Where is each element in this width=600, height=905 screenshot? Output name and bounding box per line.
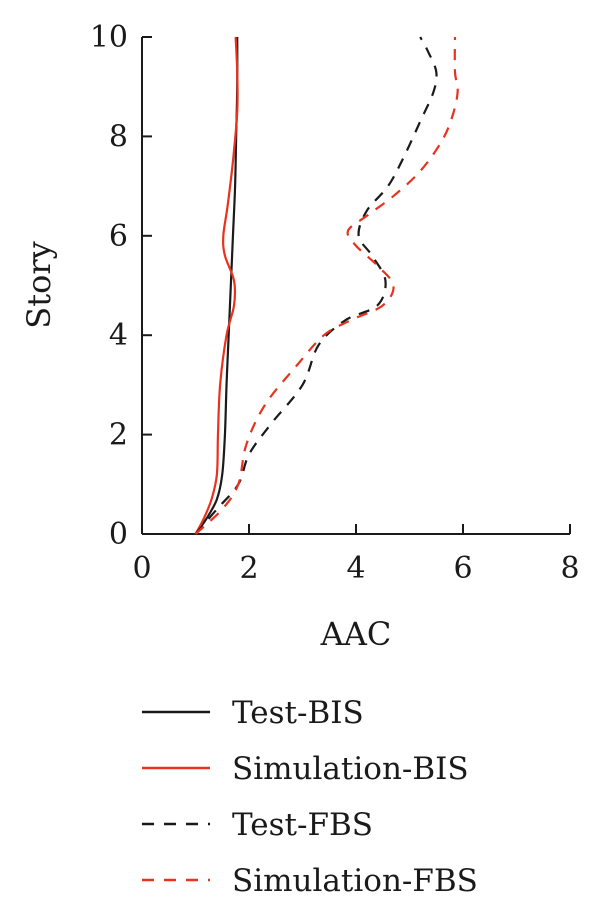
x-tick-label: 8 <box>560 551 579 586</box>
y-axis-label: Story <box>20 241 58 328</box>
y-tick-label: 4 <box>109 318 128 353</box>
series-line-test-bis <box>194 36 239 535</box>
x-tick-label: 0 <box>132 551 151 586</box>
x-tick-label: 6 <box>453 551 472 586</box>
legend-label: Test-FBS <box>232 807 373 843</box>
legend-item: Test-BIS <box>142 695 364 731</box>
series-layer <box>194 36 459 535</box>
y-tick-label: 2 <box>109 418 128 453</box>
legend-label: Test-BIS <box>232 695 364 731</box>
legend-label: Simulation-BIS <box>232 751 469 787</box>
series-line-test-fbs <box>194 36 438 535</box>
x-ticks: 0 2 4 6 8 <box>132 524 580 586</box>
y-tick-label: 10 <box>90 20 128 55</box>
y-tick-label: 0 <box>109 517 128 552</box>
x-tick-label: 2 <box>239 551 258 586</box>
legend: Test-BIS Simulation-BIS Test-FBS Simulation… <box>142 695 478 899</box>
y-ticks: 0 2 4 6 8 10 <box>90 20 152 552</box>
x-tick-label: 4 <box>346 551 365 586</box>
legend-item: Simulation-FBS <box>142 863 478 899</box>
x-axis-label: AAC <box>320 615 392 653</box>
legend-item: Simulation-BIS <box>142 751 469 787</box>
legend-item: Test-FBS <box>142 807 373 843</box>
legend-label: Simulation-FBS <box>232 863 478 899</box>
plot-area: 0 2 4 6 8 10 0 2 4 6 8 <box>90 20 580 586</box>
series-line-simulation-bis <box>194 36 239 535</box>
y-tick-label: 8 <box>109 119 128 154</box>
y-tick-label: 6 <box>109 219 128 254</box>
